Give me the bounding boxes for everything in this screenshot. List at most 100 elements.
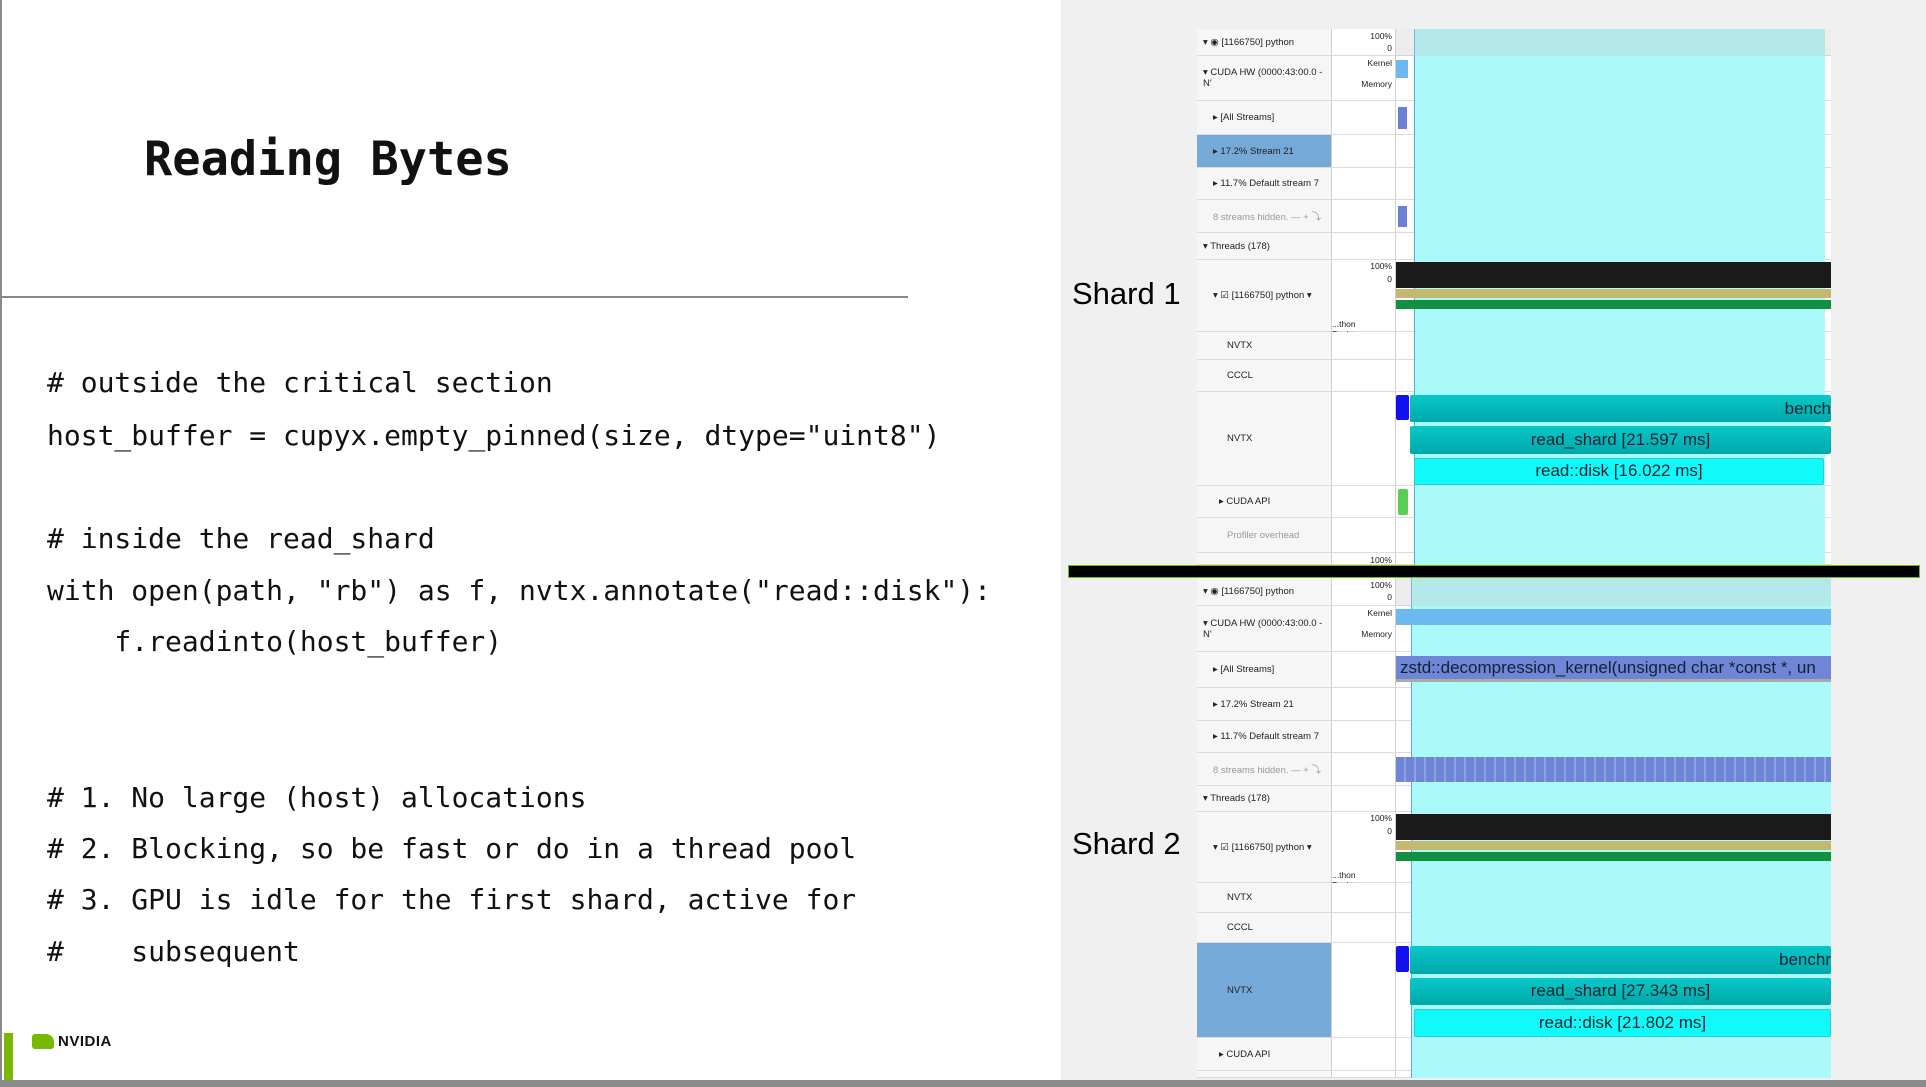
track-label[interactable]: NVTX	[1197, 332, 1332, 359]
track-row[interactable]: ▾ ◉ [1166750] python 100% 0	[1197, 29, 1831, 56]
mini-label: 100%	[1370, 31, 1392, 41]
code-line: # subsequent	[47, 935, 300, 968]
cuda-api-call[interactable]	[1398, 489, 1408, 515]
track-row[interactable]: ▾ CUDA HW (0000:43:00.0 - N' Kernel Memory	[1197, 56, 1831, 101]
track-mini-summary	[1332, 652, 1396, 687]
mini-label: 100%	[1370, 261, 1392, 271]
utilization-strip	[1396, 578, 1831, 606]
track-label[interactable]: ▾ CUDA HW (0000:43:00.0 - N'	[1197, 606, 1332, 651]
code-line: # outside the critical section	[47, 366, 553, 399]
track-mini-summary	[1332, 721, 1396, 752]
track-label[interactable]: 8 streams hidden. — + ⤵	[1197, 753, 1332, 785]
thread-state	[1396, 289, 1831, 298]
track-mini-summary: Kernel Memory	[1332, 606, 1396, 651]
nvtx-range-read-shard[interactable]: read_shard [21.597 ms]	[1410, 426, 1831, 454]
code-line: # 3. GPU is idle for the first shard, ac…	[47, 883, 857, 916]
track-mini-summary	[1332, 1038, 1396, 1070]
stream-activity	[1398, 107, 1407, 129]
track-label[interactable]: ▸ 11.7% Default stream 7	[1197, 721, 1332, 752]
track-label[interactable]: NVTX	[1197, 883, 1332, 912]
panel-divider	[1068, 565, 1920, 578]
track-mini-summary	[1332, 168, 1396, 199]
track-label[interactable]	[1197, 1071, 1332, 1077]
nvtx-range-read-disk[interactable]: read::disk [21.802 ms]	[1414, 1009, 1831, 1037]
kernel-activity	[1396, 60, 1408, 78]
track-mini-summary	[1332, 518, 1396, 552]
slide: Reading Bytes # outside the critical sec…	[2, 0, 1061, 1080]
track-label[interactable]: NVTX	[1197, 943, 1332, 1037]
track-label[interactable]: ▸ CUDA API	[1197, 486, 1332, 517]
thread-running	[1396, 852, 1831, 861]
utilization-strip	[1396, 29, 1831, 56]
track-label[interactable]: 8 streams hidden. — + ⤵	[1197, 200, 1332, 232]
track-label[interactable]: ▸ CUDA API	[1197, 1038, 1332, 1070]
track-mini-summary	[1332, 486, 1396, 517]
track-mini-summary	[1332, 200, 1396, 232]
track-label[interactable]: NVTX	[1197, 392, 1332, 485]
mini-label: 0	[1387, 592, 1392, 602]
thread-running	[1396, 300, 1831, 309]
code-line: with open(path, "rb") as f, nvtx.annotat…	[47, 574, 992, 607]
track-mini-summary: Kernel Memory	[1332, 56, 1396, 100]
code-line: host_buffer = cupyx.empty_pinned(size, d…	[47, 419, 941, 452]
track-label[interactable]: CCCL	[1197, 360, 1332, 391]
track-mini-summary	[1332, 786, 1396, 811]
track-mini-summary	[1332, 332, 1396, 359]
code-line: f.readinto(host_buffer)	[47, 625, 503, 658]
track-mini-summary	[1332, 233, 1396, 259]
nvtx-range-read-shard[interactable]: read_shard [27.343 ms]	[1410, 977, 1831, 1006]
code-line: # inside the read_shard	[47, 522, 435, 555]
track-label[interactable]	[1197, 553, 1332, 564]
track-mini-summary: 100% 0	[1332, 29, 1396, 55]
track-row[interactable]: ▾ ☑ [1166750] python ▾100%0...thon Backt…	[1197, 260, 1831, 339]
track-label[interactable]: ▾ ◉ [1166750] python	[1197, 578, 1332, 605]
track-label[interactable]: ▾ Threads (178)	[1197, 786, 1332, 811]
track-label[interactable]: CCCL	[1197, 913, 1332, 942]
thread-state	[1396, 841, 1831, 850]
track-row[interactable]: NVTX	[1197, 392, 1831, 486]
nvtx-range-small	[1396, 946, 1409, 972]
nvidia-eye-icon	[32, 1034, 54, 1049]
track-mini-summary	[1332, 943, 1396, 1037]
nvtx-range-bench[interactable]: bench	[1410, 395, 1831, 423]
track-row[interactable]: ▸ 11.7% Default stream 7	[1197, 721, 1831, 753]
track-label[interactable]: ▸ 17.2% Stream 21	[1197, 135, 1332, 167]
track-mini-summary	[1332, 913, 1396, 942]
track-row[interactable]: ▾ ◉ [1166750] python 100% 0	[1197, 578, 1831, 606]
cpu-utilization	[1396, 262, 1831, 288]
track-label[interactable]: ▾ CUDA HW (0000:43:00.0 - N'	[1197, 56, 1332, 100]
kernel-activity	[1396, 609, 1831, 625]
track-mini-summary	[1332, 1071, 1396, 1077]
track-mini-summary	[1332, 753, 1396, 785]
mini-label: Memory	[1361, 78, 1392, 89]
track-label[interactable]: ▾ ☑ [1166750] python ▾	[1197, 260, 1332, 331]
mini-label: 100%	[1370, 813, 1392, 823]
track-mini-summary	[1332, 883, 1396, 912]
track-mini-summary	[1332, 392, 1396, 485]
track-label[interactable]: ▸ [All Streams]	[1197, 652, 1332, 687]
track-label[interactable]: ▸ [All Streams]	[1197, 101, 1332, 134]
title-divider	[2, 296, 908, 298]
track-label[interactable]: ▸ 17.2% Stream 21	[1197, 688, 1332, 720]
track-mini-summary: 100%	[1332, 553, 1396, 565]
timeline-panel-shard-2[interactable]: ▾ ◉ [1166750] python 100% 0 ▾ CUDA HW (0000…	[1197, 578, 1831, 1078]
mini-label: 0	[1387, 42, 1392, 53]
brand-bar	[4, 1033, 13, 1080]
track-label[interactable]: Profiler overhead	[1197, 518, 1332, 552]
nvtx-range-read-disk[interactable]: read::disk [16.022 ms]	[1414, 457, 1824, 485]
track-label[interactable]: ▾ ☑ [1166750] python ▾	[1197, 812, 1332, 882]
code-line: # 2. Blocking, so be fast or do in a thr…	[47, 832, 857, 865]
mini-label: Kernel	[1367, 608, 1392, 618]
track-label[interactable]: ▾ ◉ [1166750] python	[1197, 29, 1332, 55]
track-label[interactable]: ▾ Threads (178)	[1197, 233, 1332, 259]
track-mini-summary: 100% 0	[1332, 578, 1396, 605]
kernel-bar[interactable]: zstd::decompression_kernel(unsigned char…	[1396, 656, 1831, 682]
track-label[interactable]: ▸ 11.7% Default stream 7	[1197, 168, 1332, 199]
mini-label: 100%	[1370, 580, 1392, 590]
nvtx-range-bench[interactable]: benchr	[1410, 946, 1831, 974]
timeline-panel-shard-1[interactable]: ▾ ◉ [1166750] python 100% 0 ▾ CUDA HW (0000…	[1197, 29, 1831, 565]
nvidia-logo: NVIDIA	[32, 1033, 112, 1050]
track-row[interactable]: ▸ [All Streams]	[1197, 652, 1831, 688]
logo-text: NVIDIA	[58, 1033, 112, 1050]
track-mini-summary	[1332, 360, 1396, 391]
